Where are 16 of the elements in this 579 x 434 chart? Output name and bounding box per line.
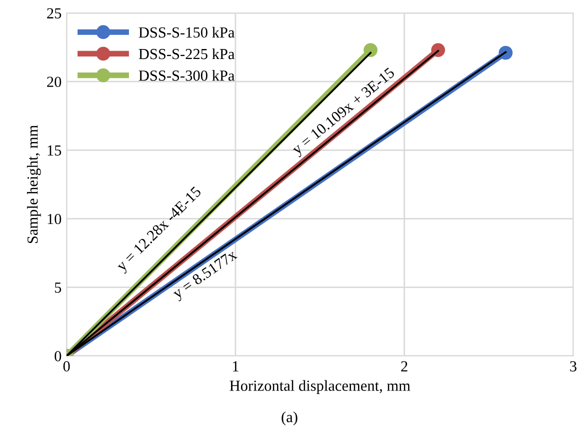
y-tick-label: 5	[54, 282, 62, 293]
x-tick-label: 2	[401, 361, 408, 372]
text: (a)	[282, 411, 298, 426]
x-tick-label: 3	[570, 361, 576, 372]
y-tick-label: 15	[48, 145, 62, 156]
x-tick-label: 1	[232, 361, 238, 372]
y-tick-label: 25	[47, 8, 62, 18]
legend-label: DSS-S-225 kPa	[138, 48, 235, 60]
y-tick-label: 10	[48, 214, 62, 224]
legend-label: DSS-S-300 kPa	[138, 70, 235, 81]
x-tick-label: 0	[63, 361, 70, 372]
y-tick-label: 0	[54, 351, 62, 362]
y-tick-label: 20	[47, 76, 62, 88]
y-axis-title: Sample height, mm	[26, 125, 41, 244]
x-axis-title: Horizontal displacement, mm	[230, 380, 410, 394]
legend-label: DSS-S-150 kPa	[138, 26, 235, 38]
